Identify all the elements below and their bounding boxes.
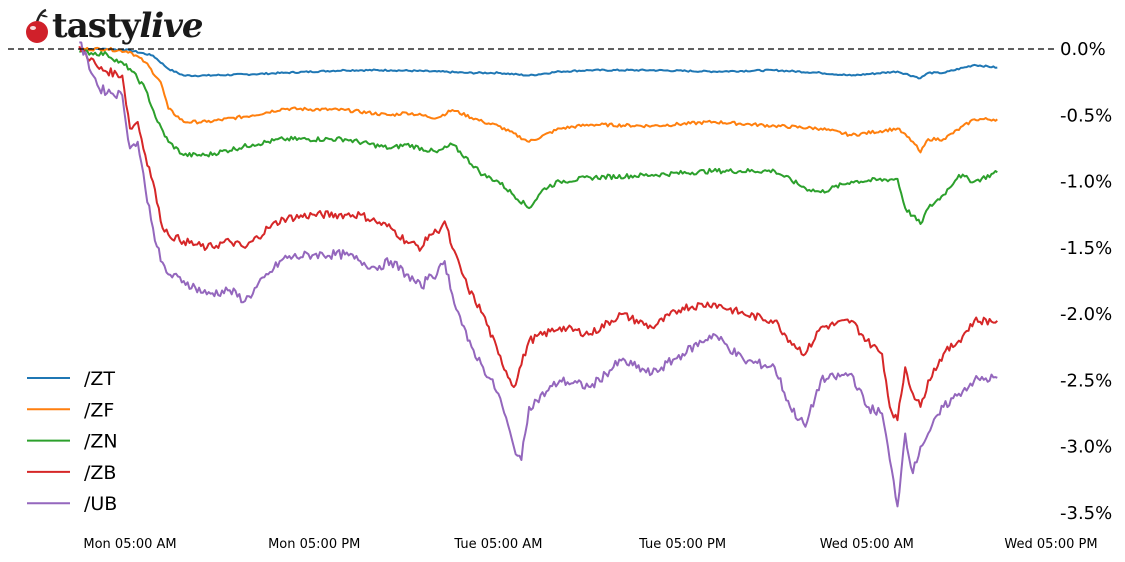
legend-label: /ZF — [84, 399, 114, 421]
legend-label: /UB — [84, 493, 117, 515]
y-tick-label: -3.0% — [1060, 437, 1112, 458]
logo-text-a: tasty — [52, 6, 140, 46]
series-line-zb — [78, 45, 998, 422]
series-line-zn — [79, 49, 998, 225]
y-tick-label: 0.0% — [1060, 39, 1106, 60]
x-tick-label: Mon 05:00 PM — [268, 537, 360, 552]
tastylive-logo: tastylive — [22, 6, 204, 46]
cherry-icon — [26, 8, 48, 43]
x-tick-label: Wed 05:00 AM — [820, 537, 914, 552]
legend: /ZT/ZF/ZN/ZB/UB — [27, 368, 118, 515]
logo-wordmark: tastylive — [52, 6, 204, 46]
x-tick-label: Tue 05:00 PM — [638, 537, 726, 552]
legend-label: /ZT — [84, 368, 115, 390]
x-tick-label: Tue 05:00 AM — [453, 537, 542, 552]
y-tick-label: -1.0% — [1060, 172, 1112, 193]
series-line-zf — [78, 46, 998, 154]
series-line-ub — [79, 41, 998, 508]
series-line-zt — [79, 47, 998, 80]
y-tick-label: -0.5% — [1060, 105, 1112, 126]
y-tick-label: -2.0% — [1060, 304, 1112, 325]
logo-text-b: live — [139, 6, 203, 46]
x-tick-label: Mon 05:00 AM — [83, 537, 176, 552]
x-axis-ticks: Mon 05:00 AM Mon 05:00 PM Tue 05:00 AM Tue … — [83, 537, 1097, 552]
x-tick-label: Wed 05:00 PM — [1004, 537, 1097, 552]
legend-label: /ZN — [84, 431, 118, 453]
series-layer — [78, 41, 998, 508]
y-axis-ticks: 0.0% -0.5% -1.0% -1.5% -2.0% -2.5% -3.0% -3.5% — [1060, 39, 1112, 524]
y-tick-label: -2.5% — [1060, 370, 1112, 391]
legend-label: /ZB — [84, 462, 116, 484]
y-tick-label: -3.5% — [1060, 503, 1112, 524]
y-tick-label: -1.5% — [1060, 238, 1112, 259]
